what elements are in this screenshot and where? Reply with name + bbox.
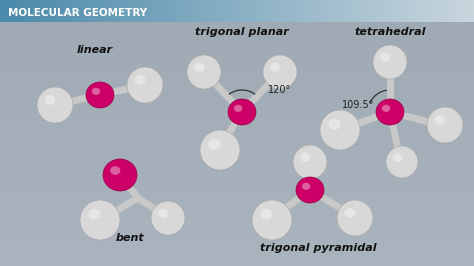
Ellipse shape [345, 208, 356, 218]
Ellipse shape [127, 67, 163, 103]
Ellipse shape [228, 99, 256, 125]
Ellipse shape [209, 139, 220, 150]
Ellipse shape [386, 146, 418, 178]
Text: 120°: 120° [268, 85, 291, 95]
Ellipse shape [300, 153, 310, 162]
Ellipse shape [92, 88, 100, 95]
Text: 109.5°: 109.5° [342, 100, 374, 110]
Ellipse shape [302, 183, 310, 190]
Ellipse shape [328, 119, 340, 130]
Ellipse shape [337, 200, 373, 236]
Ellipse shape [252, 200, 292, 240]
Ellipse shape [80, 200, 120, 240]
Ellipse shape [88, 209, 100, 220]
Ellipse shape [86, 82, 114, 108]
Text: MOLECULAR GEOMETRY: MOLECULAR GEOMETRY [8, 8, 147, 18]
Ellipse shape [187, 55, 221, 89]
Text: bent: bent [116, 233, 145, 243]
Ellipse shape [37, 87, 73, 123]
Ellipse shape [376, 99, 404, 125]
Ellipse shape [380, 53, 391, 62]
Ellipse shape [263, 55, 297, 89]
Ellipse shape [260, 209, 273, 220]
Text: linear: linear [77, 45, 113, 55]
Ellipse shape [103, 159, 137, 191]
Ellipse shape [293, 145, 327, 179]
Ellipse shape [200, 130, 240, 170]
Ellipse shape [45, 95, 55, 105]
Ellipse shape [194, 63, 204, 72]
Ellipse shape [110, 166, 120, 175]
Ellipse shape [296, 177, 324, 203]
Ellipse shape [135, 75, 146, 85]
Text: tetrahedral: tetrahedral [354, 27, 426, 37]
Ellipse shape [435, 115, 446, 125]
Ellipse shape [270, 63, 280, 72]
Text: trigonal pyramidal: trigonal pyramidal [260, 243, 376, 253]
Ellipse shape [393, 153, 402, 162]
Ellipse shape [151, 201, 185, 235]
Ellipse shape [427, 107, 463, 143]
Text: trigonal planar: trigonal planar [195, 27, 289, 37]
Ellipse shape [234, 105, 242, 112]
Ellipse shape [158, 209, 168, 218]
Ellipse shape [382, 105, 390, 112]
Ellipse shape [373, 45, 407, 79]
Ellipse shape [320, 110, 360, 150]
